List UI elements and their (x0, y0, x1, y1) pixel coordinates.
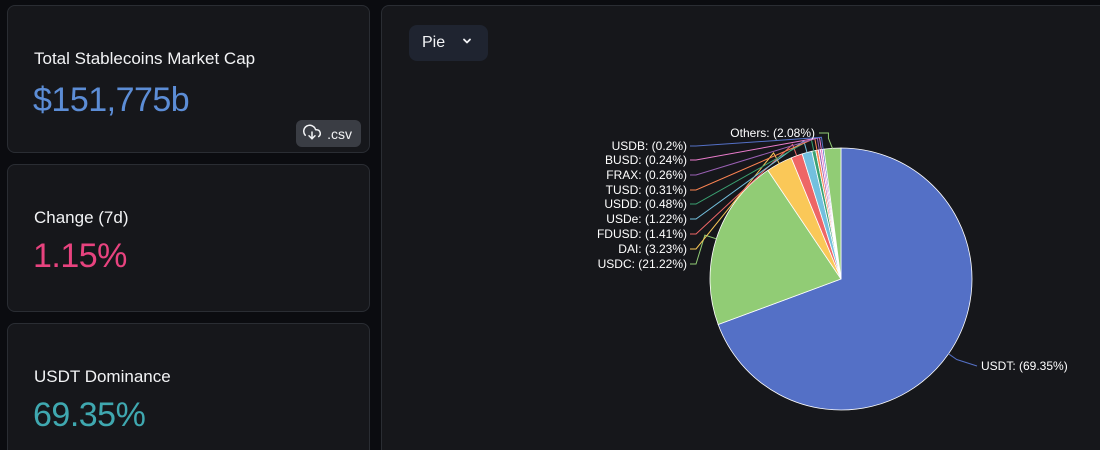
pie-leader-usdc (690, 234, 717, 265)
pie-label-frax: FRAX: (0.26%) (606, 168, 687, 182)
pie-label-usdd: USDD: (0.48%) (604, 197, 687, 211)
pie-slice-usdt[interactable] (717, 147, 973, 411)
pie-label-usdb: USDB: (0.2%) (612, 139, 687, 153)
chart-panel: Pie USDT: (69.35%) USDC: (21.22%) DAI: (3.… (381, 5, 1100, 450)
pie-chart: USDT: (69.35%) USDC: (21.22%)DAI: (3.23%)… (597, 126, 1068, 411)
chart-type-select[interactable]: Pie (409, 25, 488, 61)
download-csv-button[interactable]: .csv (296, 120, 361, 147)
download-cloud-icon (303, 123, 322, 144)
usdt-dominance-value: 69.35% (33, 396, 146, 434)
pie-leader-usdd (690, 138, 815, 205)
change-7d-card: Change (7d) 1.15% (7, 164, 370, 312)
change-7d-label: Change (7d) (34, 208, 129, 227)
pie-leader-usde (690, 140, 808, 220)
pie-leader-frax (690, 137, 820, 176)
pie-leader-tusd (690, 137, 818, 191)
pie-leader-busd (690, 137, 822, 161)
market-cap-card: Total Stablecoins Market Cap $151,775b .… (7, 5, 370, 153)
pie-label-dai: DAI: (3.23%) (618, 242, 687, 256)
market-cap-value: $151,775b (33, 81, 190, 119)
pie-label-tusd: TUSD: (0.31%) (606, 183, 687, 197)
market-cap-label: Total Stablecoins Market Cap (34, 49, 256, 68)
pie-leader-others (819, 132, 833, 149)
pie-label-usde: USDe: (1.22%) (606, 212, 687, 226)
pie-label-fdusd: FDUSD: (1.41%) (597, 227, 687, 241)
chevron-down-icon (461, 34, 473, 52)
pie-leader-usdb (690, 136, 824, 150)
usdt-dominance-card: USDT Dominance 69.35% (7, 323, 370, 450)
pie-leader-usdt (948, 353, 978, 367)
pie-label-others: Others: (2.08%) (730, 126, 815, 140)
chart-type-value: Pie (422, 34, 446, 51)
pie-label-busd: BUSD: (0.24%) (605, 153, 687, 167)
csv-label: .csv (327, 125, 352, 142)
usdt-dominance-label: USDT Dominance (34, 367, 171, 386)
pie-leader-fdusd (690, 143, 798, 235)
change-7d-value: 1.15% (33, 237, 127, 275)
pie-slice-usdc[interactable] (709, 169, 842, 326)
pie-label-usdt: USDT: (69.35%) (981, 359, 1068, 373)
pie-label-usdc: USDC: (21.22%) (598, 257, 687, 271)
